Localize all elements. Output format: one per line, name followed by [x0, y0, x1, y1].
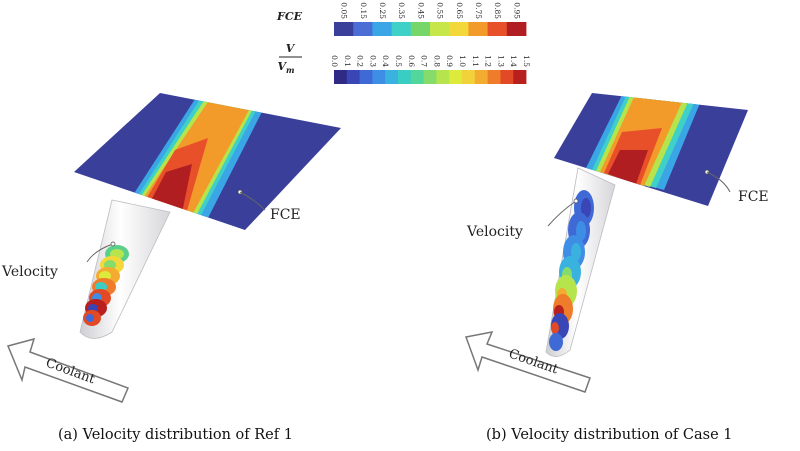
fce-colorbar-cell: [487, 22, 508, 36]
velocity-label-a: Velocity: [1, 264, 58, 280]
velocity-slices-a: [83, 245, 129, 326]
panel-a: FCE Velocity Coolant (a) Velocity distri…: [1, 93, 341, 443]
velocity-colorbar-tick-label: 1.3: [496, 55, 505, 67]
fce-colorbar-tick-label: 0.85: [493, 2, 502, 19]
velocity-colorbar-tick-label: 0.8: [432, 55, 441, 67]
velocity-colorbar-cell: [359, 70, 373, 84]
velocity-colorbar-tick-label: 1.0: [458, 55, 467, 67]
fce-colorbar-tick-label: 0.15: [359, 2, 368, 19]
velocity-colorbar-title-denominator: Vm: [277, 60, 294, 75]
velocity-colorbar-tick-label: 0.6: [407, 55, 416, 67]
fce-colorbar: FCE 0.05 0.15 0.25 0.35 0.45 0.55 0.65 0.75 0.85…: [276, 2, 527, 36]
velocity-colorbar-tick-label: 0.3: [368, 55, 377, 67]
fce-colorbar-tick-label: 0.45: [416, 2, 425, 19]
fce-plate-a: [74, 93, 341, 230]
caption-b: (b) Velocity distribution of Case 1: [486, 427, 733, 443]
velocity-colorbar-tick-label: 1.1: [471, 55, 480, 67]
velocity-colorbar-cell: [334, 70, 348, 84]
velocity-colorbar-tick-label: 0.5: [394, 55, 403, 67]
velocity-colorbar-cell: [398, 70, 412, 84]
velocity-leader-b: [547, 200, 577, 227]
velocity-colorbar-tick-label: 0.2: [356, 55, 365, 67]
velocity-colorbar-cell: [423, 70, 437, 84]
velocity-slices-b: [549, 190, 594, 351]
fce-leader-b: [706, 171, 731, 193]
velocity-colorbar-cell: [474, 70, 488, 84]
fce-colorbar-tick-label: 0.55: [436, 2, 445, 19]
velocity-colorbar-cell: [462, 70, 476, 84]
fce-leader-a: [239, 191, 266, 211]
fce-colorbar-cell: [410, 22, 431, 36]
velocity-colorbar-cell: [372, 70, 386, 84]
velocity-colorbar-tick-label: 1.4: [509, 55, 518, 67]
fce-colorbar-tick-label: 0.65: [455, 2, 464, 19]
velocity-colorbar-tick-label: 0.9: [445, 55, 454, 67]
velocity-colorbar-title-numerator: V: [286, 42, 296, 55]
fce-colorbar-cell: [372, 22, 392, 36]
velocity-colorbar-cell: [436, 70, 450, 84]
velocity-colorbar-tick-label: 0.4: [381, 55, 390, 67]
fce-colorbar-tick-label: 0.95: [512, 2, 521, 19]
fce-colorbar-cell: [391, 22, 412, 36]
velocity-colorbar-tick-label: 1.5: [522, 55, 531, 67]
caption-a: (a) Velocity distribution of Ref 1: [58, 427, 293, 443]
velocity-colorbar-tick-label: 0.7: [420, 55, 429, 67]
fce-colorbar-cell: [468, 22, 488, 36]
velocity-colorbar-tick-label: 0.1: [343, 55, 352, 67]
fce-colorbar-cell: [449, 22, 469, 36]
fce-label-a: FCE: [270, 207, 301, 223]
velocity-colorbar: V Vm 0.0 0.1 0.2 0.3 0.4 0.5 0.6 0.7 0.8 0.9 1.0 1.…: [277, 42, 531, 84]
panel-b: FCE Velocity Coolant (b) Velocity distri…: [464, 93, 769, 443]
fce-colorbar-tick-label: 0.35: [397, 2, 406, 19]
velocity-colorbar-cell: [449, 70, 463, 84]
velocity-colorbar-cell: [385, 70, 399, 84]
fce-colorbar-tick-label: 0.75: [474, 2, 483, 19]
velocity-leader-a: [86, 243, 114, 263]
fce-colorbar-cell: [430, 22, 450, 36]
fce-colorbar-cell: [334, 22, 354, 36]
fce-colorbar-cell: [353, 22, 373, 36]
velocity-colorbar-tick-label: 0.0: [330, 55, 339, 67]
fce-label-b: FCE: [738, 189, 769, 205]
velocity-colorbar-cell: [500, 70, 514, 84]
fce-colorbar-tick-label: 0.05: [340, 2, 349, 19]
coolant-arrow-a: Coolant: [6, 337, 130, 403]
velocity-label-b: Velocity: [466, 224, 523, 240]
velocity-colorbar-cell: [346, 70, 360, 84]
fce-colorbar-tick-label: 0.25: [378, 2, 387, 19]
velocity-colorbar-cell: [410, 70, 424, 84]
fce-plate-b: [554, 93, 748, 206]
velocity-colorbar-cell: [487, 70, 501, 84]
fce-colorbar-title: FCE: [276, 10, 303, 23]
velocity-colorbar-tick-label: 1.2: [484, 55, 493, 67]
velocity-colorbar-cell: [513, 70, 527, 84]
fce-colorbar-cell: [506, 22, 527, 36]
